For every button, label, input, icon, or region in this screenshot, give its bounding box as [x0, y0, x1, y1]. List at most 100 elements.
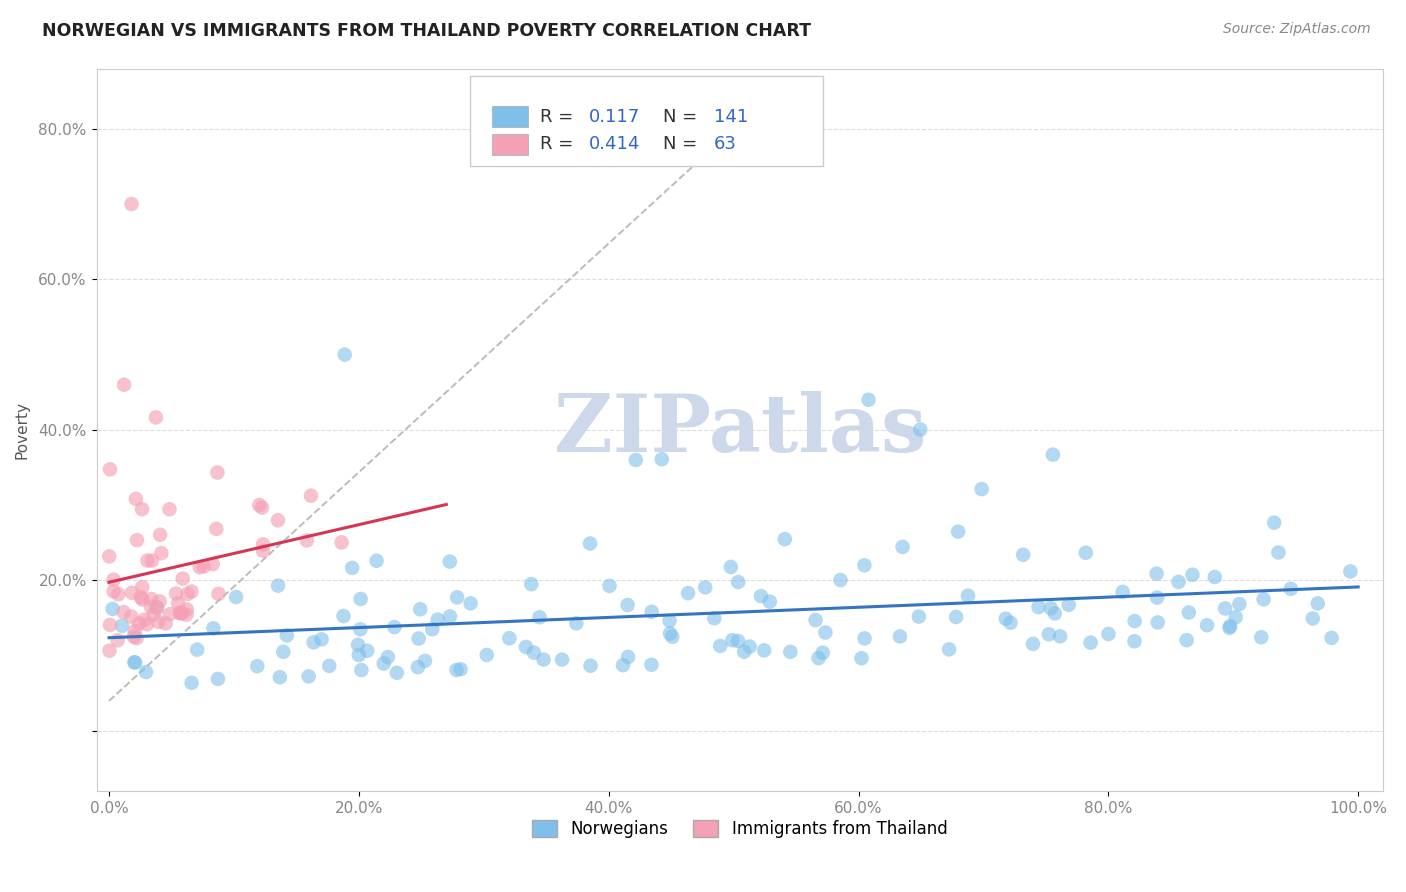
Point [439, 555, 461, 569]
Point [908, 609, 931, 624]
Point [207, 587, 229, 601]
Point [129, 591, 152, 605]
Point [409, 602, 432, 616]
Point [176, 602, 198, 616]
Point [749, 589, 772, 603]
Point [136, 617, 159, 632]
Point [125, 631, 148, 645]
Point [298, 669, 321, 683]
Point [1263, 516, 1285, 530]
Point [946, 524, 969, 539]
Text: R =: R = [540, 108, 579, 126]
Point [176, 587, 198, 601]
Point [165, 586, 187, 600]
Point [420, 622, 443, 636]
Text: 0.414: 0.414 [589, 136, 641, 153]
Point [1000, 615, 1022, 630]
Point [124, 655, 146, 669]
Point [889, 629, 911, 643]
Point [1146, 566, 1168, 581]
Point [1080, 635, 1102, 649]
Point [695, 580, 717, 594]
Point [703, 611, 725, 625]
Point [295, 533, 318, 548]
Point [640, 657, 662, 672]
Point [1074, 546, 1097, 560]
Point [180, 584, 202, 599]
Text: R =: R = [540, 136, 579, 153]
Point [1012, 548, 1035, 562]
Point [101, 602, 124, 616]
Point [150, 546, 173, 560]
Point [149, 594, 172, 608]
Point [330, 535, 353, 549]
Point [446, 663, 468, 677]
Point [136, 553, 159, 567]
Point [250, 500, 273, 515]
Point [676, 586, 699, 600]
Point [131, 502, 153, 516]
Point [945, 610, 967, 624]
Point [515, 640, 537, 654]
Point [201, 557, 224, 571]
Point [891, 540, 914, 554]
Point [752, 643, 775, 657]
Point [159, 502, 181, 516]
Point [349, 591, 371, 606]
Text: N =: N = [662, 136, 703, 153]
Point [193, 559, 215, 574]
Point [624, 453, 647, 467]
Point [1339, 565, 1361, 579]
Point [247, 498, 270, 512]
Point [1057, 598, 1080, 612]
Point [188, 560, 211, 574]
Point [851, 651, 873, 665]
Point [659, 626, 682, 640]
Point [125, 533, 148, 548]
Point [98, 618, 121, 632]
Point [498, 632, 520, 646]
Point [970, 482, 993, 496]
Point [408, 632, 430, 646]
Point [709, 639, 731, 653]
Point [128, 616, 150, 631]
Point [124, 656, 146, 670]
Point [207, 672, 229, 686]
Point [252, 537, 274, 551]
Point [1146, 615, 1168, 630]
Point [318, 658, 340, 673]
Point [1253, 592, 1275, 607]
Point [830, 573, 852, 587]
Point [332, 609, 354, 624]
Point [853, 558, 876, 573]
Point [1175, 633, 1198, 648]
Point [814, 625, 837, 640]
Point [759, 595, 782, 609]
Point [347, 638, 370, 652]
Point [520, 577, 543, 591]
Point [1219, 619, 1241, 633]
Point [373, 657, 395, 671]
FancyBboxPatch shape [492, 134, 527, 154]
Point [98, 644, 121, 658]
Point [1218, 621, 1240, 635]
Point [202, 621, 225, 635]
Point [302, 635, 325, 649]
Point [956, 589, 979, 603]
Point [727, 575, 749, 590]
FancyBboxPatch shape [470, 76, 824, 166]
Point [1167, 574, 1189, 589]
Point [579, 658, 602, 673]
Point [159, 607, 181, 621]
Point [107, 633, 129, 648]
Point [446, 591, 468, 605]
Point [910, 423, 932, 437]
Text: 0.117: 0.117 [589, 108, 641, 126]
Point [176, 607, 198, 622]
Point [475, 648, 498, 662]
Point [131, 580, 153, 594]
Point [1227, 597, 1250, 611]
Point [1111, 585, 1133, 599]
Point [439, 609, 461, 624]
Point [98, 549, 121, 564]
